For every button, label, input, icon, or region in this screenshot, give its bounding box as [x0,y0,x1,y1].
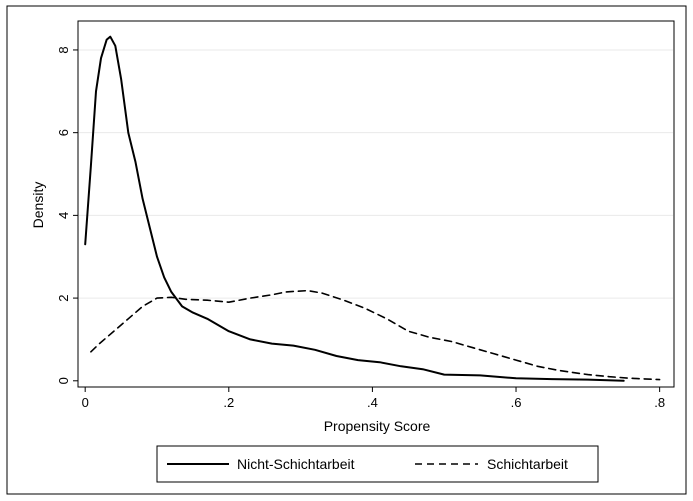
legend-label-nicht-schichtarbeit: Nicht-Schichtarbeit [237,456,355,472]
x-axis-label: Propensity Score [324,418,431,434]
y-tick-label: 4 [56,212,71,219]
y-axis-label: Density [30,182,46,229]
gridlines [79,49,673,299]
legend: Nicht-Schichtarbeit Schichtarbeit [156,445,599,483]
x-tick-label: .6 [511,395,522,410]
legend-label-schichtarbeit: Schichtarbeit [487,456,568,472]
plot-area-frame [77,20,675,388]
x-tick-label: 0 [82,395,89,410]
series-layer [84,35,661,382]
x-axis: 0 .2 .4 .6 .8 [82,387,665,410]
y-tick-label: 2 [56,294,71,301]
y-tick-label: 0 [56,377,71,384]
series-line-nicht-schichtarbeit [84,35,625,382]
legend-box [156,445,599,483]
y-axis: 0 2 4 6 8 [56,46,78,384]
y-tick-label: 8 [56,46,71,53]
x-tick-label: .8 [654,395,665,410]
x-tick-label: .4 [367,395,378,410]
y-tick-label: 6 [56,129,71,136]
x-tick-label: .2 [223,395,234,410]
outer-frame [6,5,687,495]
